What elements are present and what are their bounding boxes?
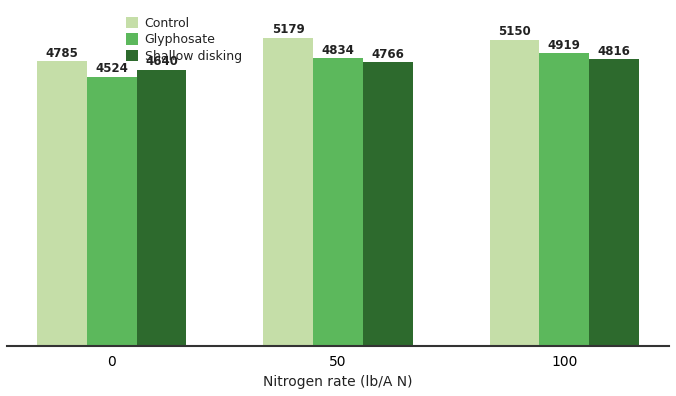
Bar xyxy=(87,77,137,346)
Bar xyxy=(37,61,87,346)
Legend: Control, Glyphosate, Shallow disking: Control, Glyphosate, Shallow disking xyxy=(126,17,241,63)
X-axis label: Nitrogen rate (lb/A N): Nitrogen rate (lb/A N) xyxy=(263,375,413,389)
Bar xyxy=(589,59,639,346)
Text: 5150: 5150 xyxy=(498,25,531,38)
Text: 4766: 4766 xyxy=(371,48,404,61)
Bar xyxy=(363,63,412,346)
Bar xyxy=(489,40,539,346)
Bar xyxy=(264,38,313,346)
Bar xyxy=(539,53,589,346)
Text: 4816: 4816 xyxy=(598,45,631,58)
Text: 4785: 4785 xyxy=(45,47,78,59)
Text: 5179: 5179 xyxy=(272,23,305,36)
Text: 4524: 4524 xyxy=(95,62,128,75)
Text: 4640: 4640 xyxy=(145,55,178,68)
Text: 4919: 4919 xyxy=(548,38,581,51)
Bar xyxy=(313,59,363,346)
Text: 4834: 4834 xyxy=(322,44,354,57)
Bar xyxy=(137,70,187,346)
